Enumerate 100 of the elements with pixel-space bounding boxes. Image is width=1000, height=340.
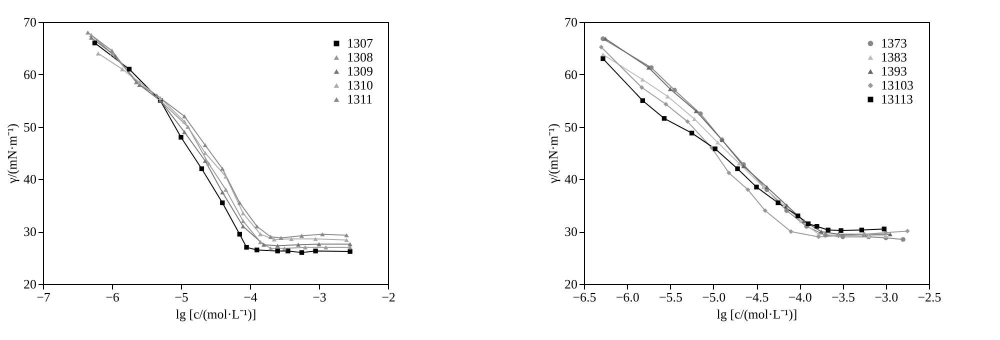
legend-label: 1383 — [881, 50, 907, 64]
point — [272, 237, 276, 242]
point — [134, 80, 138, 84]
point — [348, 242, 352, 246]
y-tick-label: 50 — [564, 119, 578, 134]
point — [776, 200, 780, 206]
legend-label: 13103 — [881, 78, 914, 92]
point — [735, 166, 740, 172]
x-tick-label: −5 — [174, 290, 188, 304]
y-tick-label: 70 — [564, 14, 578, 30]
legend-label: 1308 — [347, 50, 373, 64]
point — [299, 250, 304, 255]
y-tick-label: 40 — [24, 172, 36, 187]
point — [178, 134, 184, 140]
point — [240, 211, 246, 216]
y-tick-label: 20 — [564, 276, 578, 292]
point — [746, 187, 750, 192]
point — [715, 140, 720, 145]
point — [110, 48, 114, 53]
point — [240, 224, 246, 228]
point — [796, 214, 800, 218]
point — [840, 234, 846, 240]
point — [154, 93, 160, 98]
point — [814, 224, 820, 229]
point — [598, 44, 604, 50]
point — [220, 166, 225, 171]
point — [220, 190, 225, 194]
x-tick-label: −7 — [36, 290, 51, 304]
point — [296, 242, 301, 247]
point — [646, 66, 652, 70]
point — [313, 236, 318, 241]
point — [202, 150, 208, 156]
point — [726, 170, 732, 176]
x-tick-label: −2 — [382, 290, 396, 304]
x-tick-label: −6.5 — [572, 290, 596, 304]
point — [640, 98, 645, 103]
x-axis-title: lg [c/(mol·L⁻¹)] — [176, 306, 256, 322]
y-axis-title: γ/(mN·m⁻¹) — [4, 124, 20, 184]
x-tick-label: −5.5 — [658, 290, 683, 304]
x-axis-title: lg [c/(mol·L⁻¹)] — [716, 306, 798, 322]
point — [268, 246, 274, 250]
point — [823, 232, 828, 238]
y-tick-label: 70 — [24, 14, 36, 30]
point — [199, 166, 204, 172]
point — [254, 224, 260, 228]
y-tick-label: 60 — [24, 66, 36, 82]
point — [859, 228, 864, 232]
point — [344, 238, 349, 242]
point — [302, 245, 308, 250]
point — [120, 67, 125, 72]
x-tick-label: −3.0 — [874, 290, 898, 304]
point — [254, 248, 260, 252]
point — [882, 226, 886, 232]
point — [600, 52, 606, 57]
y-tick-label: 30 — [24, 224, 36, 240]
point — [802, 219, 806, 224]
point — [186, 124, 190, 129]
point — [685, 119, 690, 124]
point — [299, 234, 304, 238]
point — [762, 208, 768, 213]
point — [268, 234, 274, 239]
point — [764, 185, 770, 190]
point — [240, 219, 246, 224]
point — [96, 51, 101, 56]
x-tick-label: −5.0 — [702, 290, 726, 304]
point — [278, 236, 284, 240]
y-tick-label: 40 — [564, 172, 578, 187]
point — [275, 248, 280, 254]
point — [672, 88, 677, 92]
point — [806, 221, 811, 226]
y-tick-label: 50 — [24, 119, 36, 134]
point — [694, 109, 698, 114]
legend-label: 1310 — [347, 78, 373, 92]
legend-label: 1309 — [347, 64, 373, 78]
point — [784, 203, 790, 208]
point — [344, 233, 349, 238]
point — [202, 158, 208, 163]
point — [182, 120, 187, 124]
point — [838, 228, 844, 233]
point — [905, 228, 910, 234]
point — [286, 248, 290, 254]
point — [639, 85, 644, 90]
legend-label: 1307 — [347, 36, 374, 50]
point — [662, 116, 667, 121]
point — [712, 146, 718, 152]
x-tick-label: −4 — [244, 290, 258, 304]
point — [816, 234, 821, 240]
point — [692, 116, 697, 121]
point — [237, 200, 242, 205]
legend-label: 1393 — [881, 64, 907, 78]
point — [603, 36, 608, 41]
legend-label: 1311 — [347, 92, 373, 106]
point — [182, 114, 187, 118]
point — [900, 237, 906, 242]
point — [237, 232, 242, 237]
point — [88, 36, 94, 40]
point — [689, 130, 694, 136]
point — [668, 87, 673, 92]
point — [275, 244, 280, 248]
point — [888, 232, 893, 236]
